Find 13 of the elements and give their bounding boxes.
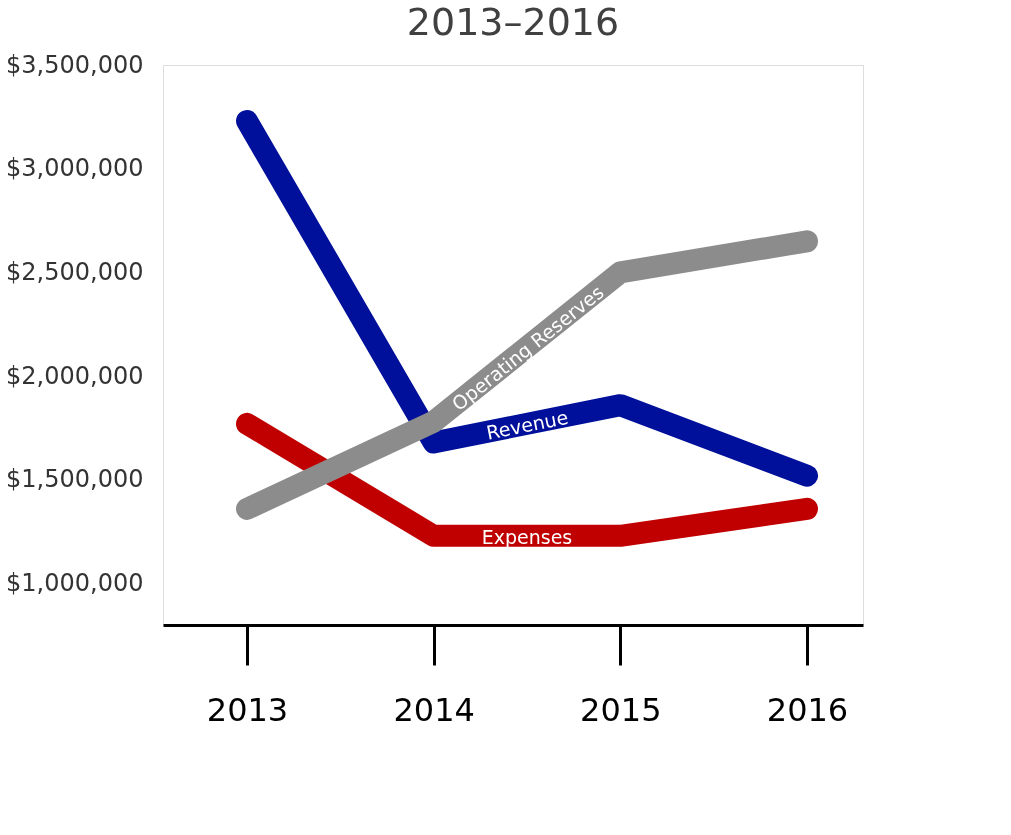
x-tick-label: 2014 (393, 690, 475, 729)
y-tick-label: $1,000,000 (6, 569, 144, 598)
x-tick-label: 2016 (766, 690, 849, 729)
chart-title: 2013–2016 (406, 0, 620, 44)
y-tick-label: $3,500,000 (6, 50, 144, 79)
x-tick-label: 2015 (580, 690, 662, 729)
y-tick-label: $2,000,000 (6, 361, 144, 390)
series-label: Expenses (481, 525, 573, 548)
text: Revenue (484, 405, 570, 444)
y-tick-label: $2,500,000 (6, 257, 144, 286)
x-tick-label: 2013 (206, 690, 289, 729)
y-tick-label: $3,000,000 (6, 154, 144, 183)
y-tick-label: $1,500,000 (6, 465, 144, 494)
